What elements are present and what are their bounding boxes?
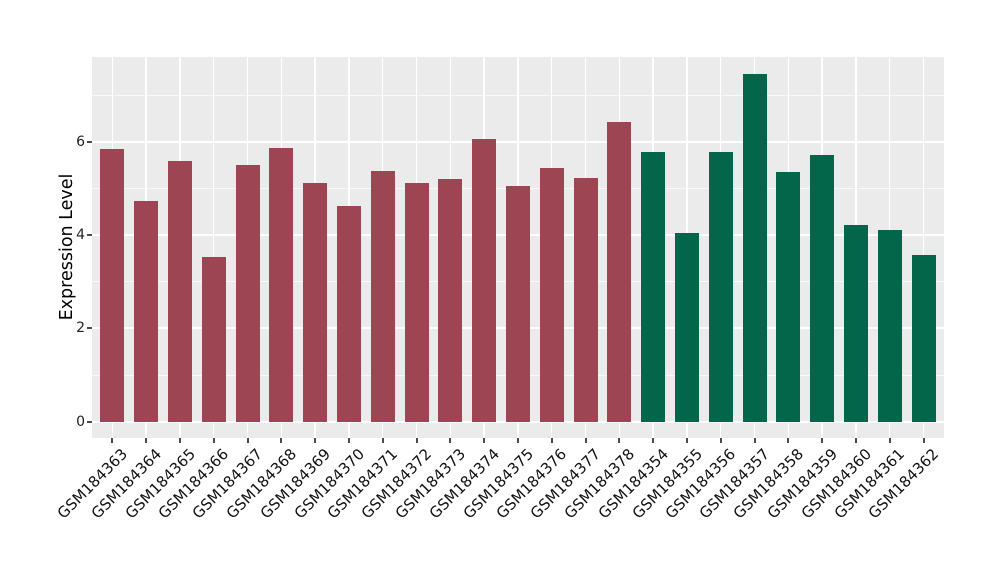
- bar: [708, 152, 733, 422]
- y-tick-mark: [87, 140, 92, 143]
- bar: [505, 185, 530, 422]
- x-tick-mark: [550, 438, 553, 443]
- x-tick-mark: [652, 438, 655, 443]
- x-tick-mark: [787, 438, 790, 443]
- bar: [810, 155, 835, 422]
- y-tick-label: 0: [76, 413, 85, 430]
- bar: [100, 148, 125, 422]
- bar: [472, 139, 497, 422]
- bar: [235, 165, 260, 422]
- bar: [134, 201, 159, 422]
- y-tick-label: 6: [76, 133, 85, 150]
- x-tick-mark: [922, 438, 925, 443]
- bar: [911, 255, 936, 422]
- y-tick-mark: [87, 420, 92, 423]
- x-tick-mark: [516, 438, 519, 443]
- x-tick-mark: [145, 438, 148, 443]
- y-tick-mark: [87, 234, 92, 237]
- x-tick-mark: [854, 438, 857, 443]
- bar: [607, 121, 632, 422]
- bar: [404, 182, 429, 422]
- bar: [742, 74, 767, 422]
- bar: [539, 168, 564, 422]
- x-tick-mark: [347, 438, 350, 443]
- y-axis-title: Expression Level: [57, 173, 77, 321]
- x-tick-mark: [246, 438, 249, 443]
- x-tick-mark: [483, 438, 486, 443]
- y-tick-label: 2: [76, 320, 85, 337]
- bar: [573, 178, 598, 422]
- bar: [438, 179, 463, 422]
- plot-panel: [92, 57, 944, 438]
- x-tick-mark: [753, 438, 756, 443]
- x-tick-mark: [888, 438, 891, 443]
- bar: [370, 170, 395, 422]
- vertical-gridline: [212, 57, 215, 438]
- x-tick-mark: [212, 438, 215, 443]
- x-tick-mark: [381, 438, 384, 443]
- y-tick-mark: [87, 327, 92, 330]
- x-tick-mark: [280, 438, 283, 443]
- bar: [843, 224, 868, 422]
- bar: [877, 230, 902, 422]
- x-tick-mark: [584, 438, 587, 443]
- vertical-gridline: [922, 57, 925, 438]
- bar: [201, 257, 226, 422]
- bar: [269, 148, 294, 422]
- x-tick-mark: [618, 438, 621, 443]
- bar: [641, 151, 666, 422]
- bar: [303, 182, 328, 422]
- x-tick-mark: [415, 438, 418, 443]
- x-tick-mark: [821, 438, 824, 443]
- bar: [776, 172, 801, 422]
- x-tick-mark: [685, 438, 688, 443]
- y-tick-label: 4: [76, 227, 85, 244]
- x-tick-mark: [314, 438, 317, 443]
- bar: [674, 233, 699, 422]
- x-tick-mark: [111, 438, 114, 443]
- bar: [167, 161, 192, 422]
- x-tick-mark: [178, 438, 181, 443]
- x-tick-mark: [719, 438, 722, 443]
- bar: [336, 206, 361, 422]
- x-tick-mark: [449, 438, 452, 443]
